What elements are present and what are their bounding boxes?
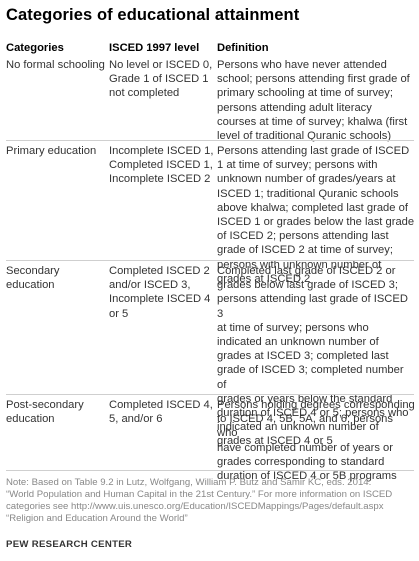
definition-line: to ISCED 4, 5B, 5A, and 6; persons who	[217, 413, 393, 440]
definition-line: primary schooling at time of survey;	[217, 87, 393, 100]
definition-line: level of traditional Quranic schools)	[217, 130, 392, 143]
isced-line: or 5	[109, 307, 129, 320]
definition-line: grades corresponding to standard	[217, 455, 385, 468]
definition-line: persons attending last grade of ISCED 3	[217, 293, 408, 320]
category-cell: Primary education	[6, 144, 108, 158]
category-line: Post-secondary	[6, 399, 84, 411]
definition-line: duration of ISCED 4 or 5B programs	[217, 470, 397, 483]
isced-cell: Completed ISCED 2 and/or ISCED 3, Incomp…	[109, 264, 215, 321]
definition-cell: Persons attending last grade of ISCED 1 …	[217, 144, 415, 286]
isced-line: Completed ISCED 4,	[109, 399, 213, 411]
category-line: Secondary	[6, 265, 60, 277]
definition-line: indicated an unknown number of	[217, 336, 379, 349]
footnote-line: “World Population and Human Capital in t…	[6, 489, 393, 500]
definition-line: unknown number of grades/years at	[217, 173, 396, 186]
isced-cell: No level or ISCED 0, Grade 1 of ISCED 1 …	[109, 58, 215, 101]
row-divider	[6, 394, 414, 395]
definition-cell: Completed last grade of ISCED 2 or grade…	[217, 264, 415, 449]
definition-line: Persons attending last grade of ISCED	[217, 145, 410, 157]
definition-line: grade of ISCED 2 at time of survey;	[217, 244, 393, 257]
definition-cell: Persons who have never attended school; …	[217, 58, 415, 143]
row-divider	[6, 470, 414, 471]
isced-line: Grade 1 of ISCED 1	[109, 73, 209, 86]
row-divider	[6, 260, 414, 261]
definition-line: grades below last grade of ISCED 3;	[217, 279, 398, 292]
definition-line: above khalwa; completed last grade of	[217, 201, 408, 214]
isced-line: and/or ISCED 3,	[109, 279, 191, 292]
category-cell: Post-secondary education	[6, 398, 108, 426]
definition-line: courses at time of survey; khalwa (first	[217, 115, 408, 128]
definition-line: school; persons attending first grade of	[217, 73, 410, 86]
definition-line: persons with unknown number of	[217, 258, 382, 271]
definition-line: of ISCED 2; persons attending last	[217, 230, 389, 243]
header-definition: Definition	[217, 42, 269, 54]
definition-line: ISCED 1; traditional Quranic schools	[217, 187, 399, 200]
definition-line: grade of ISCED 3; completed number of	[217, 364, 404, 391]
definition-line: grades at ISCED 3; completed last	[217, 350, 389, 363]
category-line: No formal schooling	[6, 59, 105, 71]
definition-line: Persons holding degrees corresponding	[217, 399, 415, 411]
isced-line: 5, and/or 6	[109, 413, 163, 426]
definition-line: have completed number of years or	[217, 441, 393, 454]
isced-cell: Incomplete ISCED 1, Completed ISCED 1, I…	[109, 144, 215, 187]
definition-line: Completed last grade of ISCED 2 or	[217, 265, 396, 277]
definition-line: ISCED 1 or grades below the last grade	[217, 216, 415, 229]
footnote-link-line[interactable]: categories see http://www.uis.unesco.org…	[6, 501, 384, 512]
category-line: education	[6, 279, 55, 292]
definition-line: persons attending adult literacy	[217, 101, 372, 114]
definition-line: duration of ISCED 4 or 5; persons who	[217, 407, 409, 420]
definition-line: at time of survey; persons who	[217, 321, 369, 334]
definition-line: indicated an unknown number of	[217, 421, 379, 434]
category-line: Primary education	[6, 145, 97, 157]
table-header: Categories ISCED 1997 level Definition	[0, 42, 419, 58]
definition-line: grades at ISCED 4 or 5	[217, 435, 333, 448]
header-isced-level: ISCED 1997 level	[109, 42, 200, 54]
category-line: education	[6, 413, 55, 426]
isced-line: Incomplete ISCED 2	[109, 173, 211, 186]
definition-cell: Persons holding degrees corresponding to…	[217, 398, 415, 483]
isced-cell: Completed ISCED 4, 5, and/or 6	[109, 398, 215, 426]
definition-line: grades or years below the standard	[217, 392, 393, 405]
category-cell: Secondary education	[6, 264, 108, 292]
footnote: Note: Based on Table 9.2 in Lutz, Wolfga…	[6, 477, 416, 525]
footnote-line: Note: Based on Table 9.2 in Lutz, Wolfga…	[6, 477, 372, 488]
isced-line: Incomplete ISCED 1,	[109, 145, 214, 157]
isced-line: Completed ISCED 2	[109, 265, 210, 277]
isced-line: No level or ISCED 0,	[109, 59, 213, 71]
header-categories: Categories	[6, 42, 64, 54]
definition-line: Persons who have never attended	[217, 59, 387, 71]
isced-line: not completed	[109, 87, 180, 100]
source-credit: PEW RESEARCH CENTER	[6, 539, 133, 550]
category-cell: No formal schooling	[6, 58, 108, 72]
isced-line: Completed ISCED 1,	[109, 159, 213, 172]
row-divider	[6, 140, 414, 141]
isced-line: Incomplete ISCED 4	[109, 293, 211, 306]
page-title: Categories of educational attainment	[6, 6, 300, 24]
definition-line: grades at ISCED 2	[217, 272, 311, 285]
footnote-line: “Religion and Education Around the World…	[6, 513, 188, 524]
definition-line: 1 at time of survey; persons with	[217, 159, 378, 172]
